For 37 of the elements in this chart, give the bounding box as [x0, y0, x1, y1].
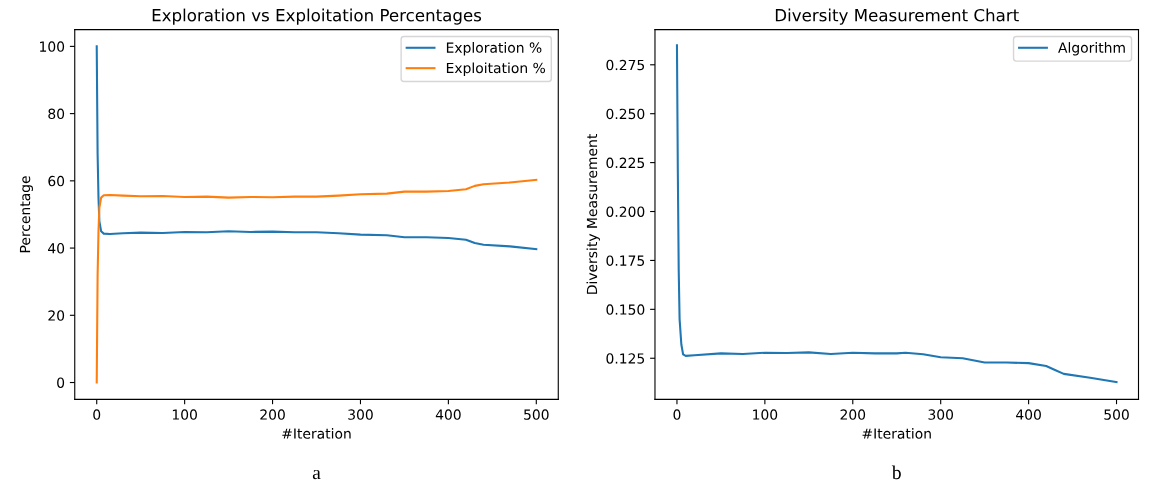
x-tick-label: 300 — [928, 409, 954, 420]
x-tick-label: 400 — [435, 409, 461, 420]
y-axis-title: Percentage — [19, 176, 33, 253]
y-tick-label: 40 — [48, 243, 65, 254]
text: b — [891, 465, 901, 480]
x-tick-label: 200 — [840, 409, 866, 420]
x-tick-label: 300 — [348, 409, 373, 420]
x-tick-label: 100 — [753, 409, 778, 420]
y-tick-label: 0.125 — [606, 353, 645, 364]
line-series — [95, 178, 538, 384]
x-tick-label: 200 — [260, 409, 285, 420]
y-tick-label: 0.175 — [606, 255, 645, 266]
chart-title: Diversity Measurement Chart — [775, 8, 1019, 25]
y-tick-label: 0.200 — [606, 206, 645, 217]
x-tick-label: 500 — [1104, 409, 1129, 420]
x-tick-label: 0 — [93, 409, 101, 420]
x-axis-title: #Iteration — [862, 428, 931, 439]
y-axis-title: Diversity Measurement — [586, 134, 600, 294]
y-tick-label: 0.225 — [606, 157, 645, 169]
legend-label: Algorithm — [1058, 42, 1125, 56]
y-tick-label: 80 — [48, 108, 65, 120]
x-axis-title: #Iteration — [282, 428, 351, 439]
x-tick-label: 500 — [524, 409, 549, 420]
x-tick-label: 400 — [1016, 409, 1041, 420]
y-tick-label: 20 — [48, 310, 65, 321]
chart-title: Exploration vs Exploitation Percentages — [152, 8, 482, 25]
x-tick-label: 0 — [673, 409, 681, 420]
legend-label: Exploitation % — [446, 62, 546, 76]
legend-label: Exploration % — [446, 42, 542, 56]
text: a — [312, 469, 321, 480]
y-tick-label: 0.150 — [606, 304, 645, 315]
y-tick-label: 0.250 — [606, 108, 645, 120]
y-tick-label: 60 — [48, 175, 65, 187]
y-tick-label: 0.275 — [606, 59, 645, 71]
y-tick-label: 0 — [57, 377, 65, 388]
y-tick-label: 100 — [40, 41, 65, 52]
x-tick-label: 100 — [172, 409, 197, 420]
